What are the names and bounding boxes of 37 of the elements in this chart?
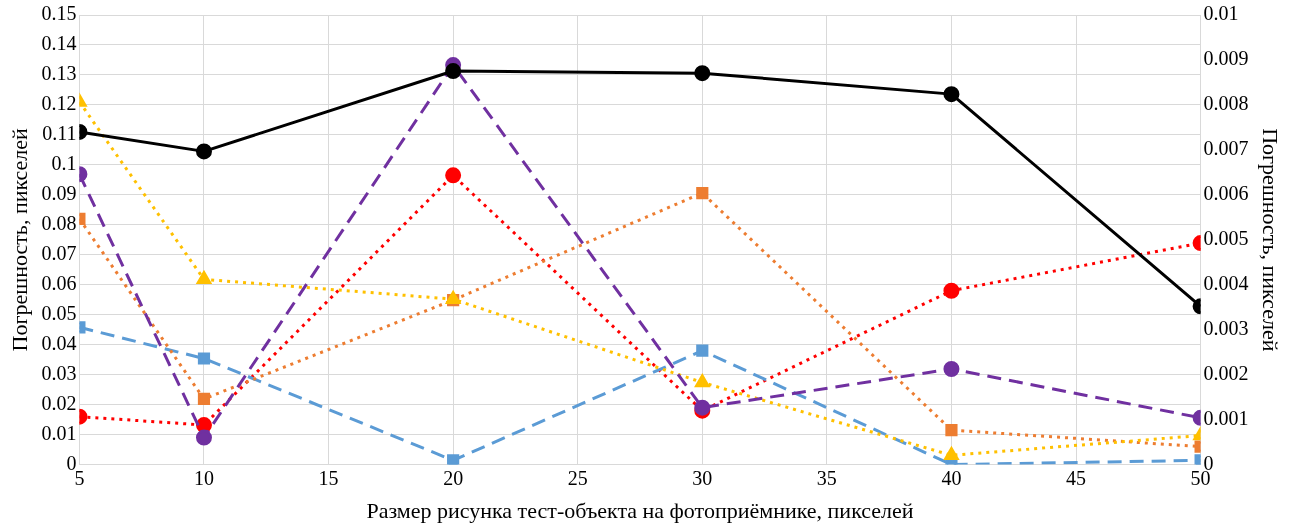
x-tick-label: 15: [318, 466, 339, 489]
y-tick-label: 0.04: [41, 331, 77, 354]
x-tick-label: 35: [816, 466, 837, 489]
x-tick-label: 45: [1066, 466, 1087, 489]
y2-tick-label: 0.01: [1203, 2, 1239, 25]
y-tick-label: 0.05: [41, 301, 77, 324]
y-axis-title: Погрешность, пикселей: [6, 127, 32, 352]
x-tick-label: 25: [567, 466, 588, 489]
x-tick-label: 30: [692, 466, 713, 489]
y-tick-label: 0.12: [41, 92, 77, 115]
y2-axis-title: Погрешность, пикселей: [1258, 128, 1284, 352]
y-tick-label: 0.06: [41, 272, 77, 295]
y-tick-label: 0.14: [41, 32, 77, 55]
y-tick-label: 0.08: [41, 212, 77, 235]
y-tick-label: 0.11: [42, 122, 77, 145]
y2-tick-label: 0.003: [1203, 316, 1249, 339]
x-tick-label: 40: [941, 466, 962, 489]
x-axis-title: Размер рисунка тест-объекта на фотоприёмнике, пикселей: [366, 497, 914, 523]
y-tick-label: 0.13: [41, 62, 77, 85]
y2-tick-label: 0.007: [1203, 137, 1249, 160]
y-tick-label: 0.03: [41, 361, 77, 384]
y-tick-label: 0.09: [41, 182, 77, 205]
y2-tick-label: 0.008: [1203, 92, 1249, 115]
x-tick-label: 10: [193, 466, 214, 489]
y2-tick-label: 0.009: [1203, 47, 1249, 70]
y-tick-label: 0.01: [41, 421, 77, 444]
y-tick-label: 0.07: [41, 242, 77, 265]
y2-tick-label: 0.002: [1203, 361, 1249, 384]
y2-tick-label: 0.005: [1203, 227, 1249, 250]
y2-tick-label: 0.006: [1203, 182, 1249, 205]
y-tick-label: 0: [66, 451, 77, 474]
y-tick-label: 0.15: [41, 2, 77, 25]
y2-tick-label: 0.001: [1203, 406, 1249, 429]
y-tick-label: 0.1: [51, 152, 77, 175]
y2-tick-label: 0.004: [1203, 272, 1249, 295]
y-tick-label: 0.02: [41, 391, 77, 414]
x-tick-label: 20: [443, 466, 464, 489]
